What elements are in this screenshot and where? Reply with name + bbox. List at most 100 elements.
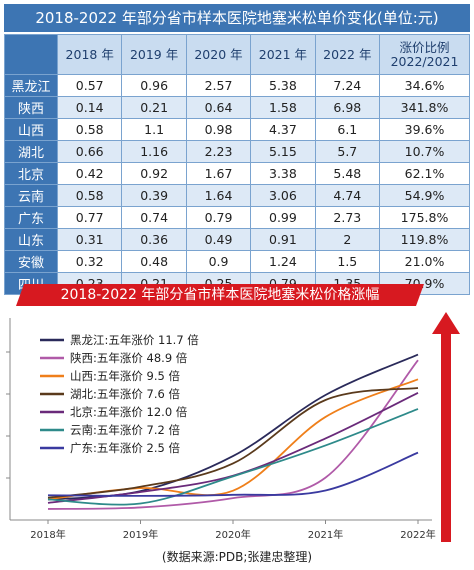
price-cell: 1.67 [185,162,252,185]
price-cell: 0.64 [185,96,252,119]
legend-label: 北京:五年涨价 12.0 倍 [70,405,188,419]
legend-label: 陕西:五年涨价 48.9 倍 [70,351,188,365]
price-cell: 0.91 [250,228,316,251]
price-cell: 5.48 [314,162,381,185]
legend-label: 云南:五年涨价 7.2 倍 [70,423,180,437]
price-cell: 0.58 [56,184,123,207]
table-row: 安徽 0.32 0.48 0.9 1.24 1.5 21.0% [4,250,470,273]
price-cell: 0.66 [56,140,123,163]
table-row: 云南 0.58 0.39 1.64 3.06 4.74 54.9% [4,184,470,207]
price-cell: 0.21 [121,96,187,119]
price-cell: 7.24 [314,74,381,97]
price-cell: 6.1 [314,118,381,141]
year-header: 2018 年 [56,34,123,75]
price-cell: 0.79 [185,206,252,229]
ratio-cell: 10.7% [379,140,470,163]
price-cell: 0.57 [56,74,123,97]
chart-axes [6,318,432,521]
table-row: 广东 0.77 0.74 0.79 0.99 2.73 175.8% [4,206,470,229]
ratio-cell: 175.8% [379,206,470,229]
ratio-cell: 54.9% [379,184,470,207]
price-cell: 1.16 [121,140,187,163]
price-cell: 2.73 [314,206,381,229]
price-cell: 0.9 [185,250,252,273]
price-cell: 0.92 [121,162,187,185]
year-header: 2021 年 [250,34,316,75]
province-cell: 黑龙江 [4,74,58,97]
x-axis-labels: 2018年 2019年 2020年 2021年 2022年 [30,520,436,541]
price-cell: 0.99 [250,206,316,229]
line-chart: 黑龙江:五年涨价 11.7 倍陕西:五年涨价 48.9 倍山西:五年涨价 9.5… [6,312,460,542]
province-cell: 云南 [4,184,58,207]
table-header-row: 2018 年 2019 年 2020 年 2021 年 2022 年 涨价比例 … [4,34,470,75]
price-cell: 0.31 [56,228,123,251]
chart-lines [47,353,419,510]
ratio-cell: 341.8% [379,96,470,119]
price-cell: 0.74 [121,206,187,229]
price-cell: 1.64 [185,184,252,207]
ratio-cell: 119.8% [379,228,470,251]
table-row: 山西 0.58 1.1 0.98 4.37 6.1 39.6% [4,118,470,141]
table-row: 黑龙江 0.57 0.96 2.57 5.38 7.24 34.6% [4,74,470,97]
year-header: 2020 年 [185,34,252,75]
series-line [47,387,419,499]
table-row: 湖北 0.66 1.16 2.23 5.15 5.7 10.7% [4,140,470,163]
province-cell: 北京 [4,162,58,185]
x-tick-label: 2019年 [123,528,158,541]
price-cell: 4.37 [250,118,316,141]
price-table: 2018 年 2019 年 2020 年 2021 年 2022 年 涨价比例 … [4,34,470,295]
ratio-header: 涨价比例 2022/2021 [379,34,470,75]
table-body: 黑龙江 0.57 0.96 2.57 5.38 7.24 34.6% 陕西 0.14 0.21 0.… [4,74,470,295]
price-cell: 1.5 [314,250,381,273]
arrow-shaft [441,332,451,542]
price-cell: 0.58 [56,118,123,141]
ratio-cell: 34.6% [379,74,470,97]
series-line [47,451,419,497]
table-corner-cell [4,34,58,75]
price-cell: 0.42 [56,162,123,185]
legend-label: 黑龙江:五年涨价 11.7 倍 [70,333,199,347]
province-cell: 山西 [4,118,58,141]
x-tick-label: 2020年 [215,528,250,541]
series-line [47,408,419,506]
province-cell: 山东 [4,228,58,251]
price-cell: 5.7 [314,140,381,163]
ratio-cell: 21.0% [379,250,470,273]
arrow-head [432,312,460,334]
price-cell: 4.74 [314,184,381,207]
table-row: 陕西 0.14 0.21 0.64 1.58 6.98 341.8% [4,96,470,119]
x-tick-label: 2022年 [400,528,435,541]
price-cell: 2.23 [185,140,252,163]
table-row: 山东 0.31 0.36 0.49 0.91 2 119.8% [4,228,470,251]
legend-label: 湖北:五年涨价 7.6 倍 [70,387,180,401]
up-arrow [432,312,460,542]
province-cell: 安徽 [4,250,58,273]
year-header: 2019 年 [121,34,187,75]
ratio-cell: 39.6% [379,118,470,141]
legend-label: 山西:五年涨价 9.5 倍 [70,369,180,383]
legend-label: 广东:五年涨价 2.5 倍 [70,441,180,455]
ratio-header-line1: 涨价比例 [399,39,450,55]
chart-legend: 黑龙江:五年涨价 11.7 倍陕西:五年涨价 48.9 倍山西:五年涨价 9.5… [40,333,199,455]
price-cell: 0.77 [56,206,123,229]
price-cell: 3.06 [250,184,316,207]
price-cell: 1.1 [121,118,187,141]
price-cell: 1.58 [250,96,316,119]
price-cell: 1.24 [250,250,316,273]
price-cell: 0.39 [121,184,187,207]
price-cell: 0.36 [121,228,187,251]
price-cell: 5.15 [250,140,316,163]
ratio-header-line2: 2022/2021 [390,53,459,69]
price-cell: 0.32 [56,250,123,273]
ratio-cell: 62.1% [379,162,470,185]
province-cell: 广东 [4,206,58,229]
price-cell: 6.98 [314,96,381,119]
price-cell: 2 [314,228,381,251]
province-cell: 陕西 [4,96,58,119]
price-cell: 0.98 [185,118,252,141]
price-cell: 0.14 [56,96,123,119]
x-tick-label: 2021年 [308,528,343,541]
table-title: 2018-2022 年部分省市样本医院地塞米松单价变化(单位:元) [4,4,470,32]
price-cell: 5.38 [250,74,316,97]
price-cell: 0.48 [121,250,187,273]
